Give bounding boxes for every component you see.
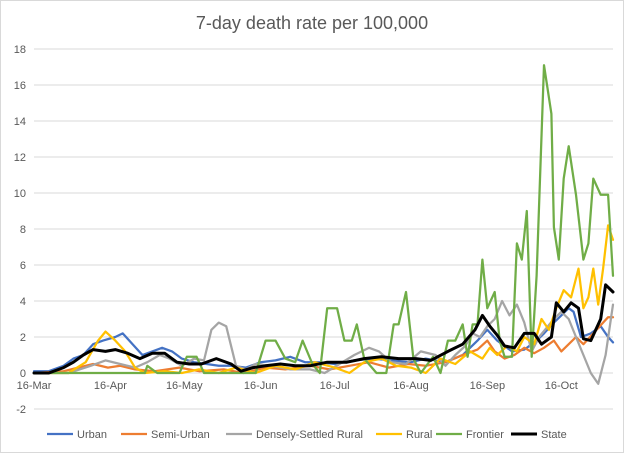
- legend-item: Frontier: [436, 429, 504, 441]
- x-tick-label: 16-Jul: [320, 380, 350, 392]
- series-line-state: [32, 283, 615, 375]
- y-tick-label: 4: [20, 296, 26, 308]
- legend-label: State: [541, 429, 567, 441]
- x-tick-label: 16-Oct: [545, 380, 578, 392]
- legend-item: Semi-Urban: [121, 429, 210, 441]
- y-tick-label: 18: [14, 44, 26, 56]
- x-tick-label: 16-May: [166, 380, 203, 392]
- grid-layer: [34, 48, 613, 410]
- x-axis-tick-labels: 16-Mar 16-Apr 16-May 16-Jun 16-Jul 16-Aug 16-S…: [17, 380, 578, 392]
- chart-title: 7-day death rate per 100,000: [196, 13, 428, 33]
- series-lines: [32, 64, 615, 385]
- legend-label: Frontier: [466, 429, 504, 441]
- legend-label: Urban: [77, 429, 107, 441]
- y-tick-label: 14: [14, 116, 26, 128]
- x-tick-label: 16-Aug: [393, 380, 428, 392]
- y-tick-label: 12: [14, 152, 26, 164]
- legend-item: Densely-Settled Rural: [226, 429, 363, 441]
- x-tick-label: 16-Sep: [470, 380, 505, 392]
- legend-item: Urban: [47, 429, 107, 441]
- series-line-frontier: [32, 64, 615, 375]
- y-tick-label: 8: [20, 224, 26, 236]
- legend-label: Densely-Settled Rural: [256, 429, 363, 441]
- legend: Urban Semi-Urban Densely-Settled Rural Rura…: [47, 429, 567, 441]
- legend-label: Semi-Urban: [151, 429, 210, 441]
- x-tick-label: 16-Apr: [94, 380, 127, 392]
- x-tick-label: 16-Mar: [17, 380, 52, 392]
- legend-item: Rural: [376, 429, 432, 441]
- y-tick-label: 16: [14, 80, 26, 92]
- y-tick-label: 10: [14, 188, 26, 200]
- y-tick-label: 2: [20, 332, 26, 344]
- legend-item: State: [511, 429, 567, 441]
- legend-label: Rural: [406, 429, 432, 441]
- y-tick-label: -2: [16, 404, 26, 416]
- y-tick-label: 0: [20, 368, 26, 380]
- y-axis-tick-labels: -2 0 2 4 6 8 10 12 14 16 18: [14, 44, 26, 416]
- y-tick-label: 6: [20, 260, 26, 272]
- x-tick-label: 16-Jun: [244, 380, 278, 392]
